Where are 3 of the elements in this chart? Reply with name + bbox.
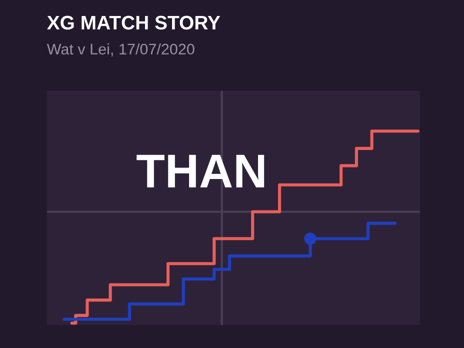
chart-subtitle: Wat v Lei, 17/07/2020 (46, 43, 194, 56)
chart-title: XG MATCH STORY (47, 16, 220, 30)
annotation: THAN (136, 154, 264, 188)
